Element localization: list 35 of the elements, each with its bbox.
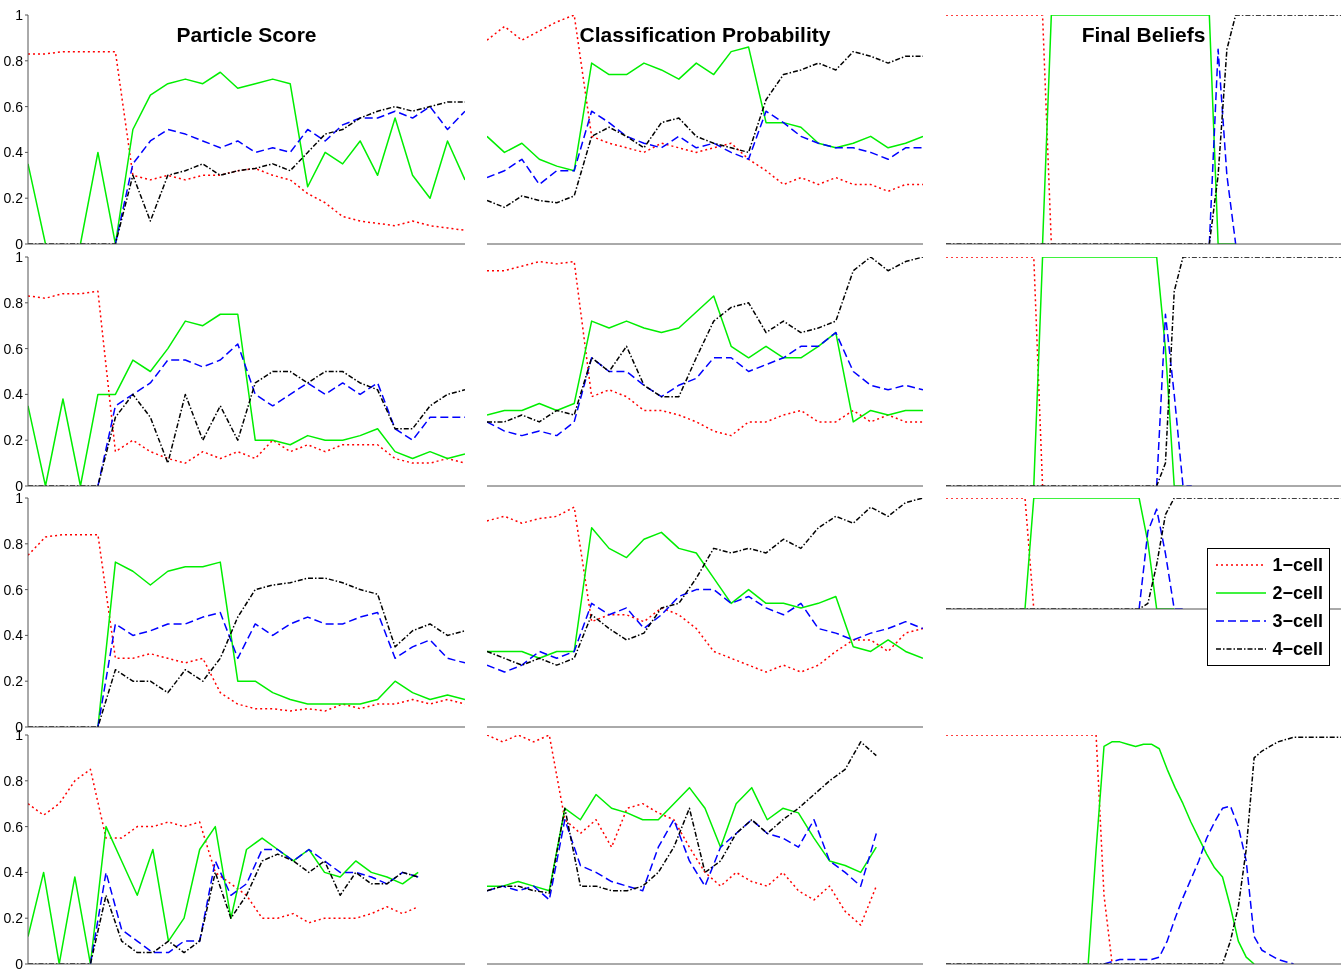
chart-title: Particle Score [175,23,318,47]
line-series [28,533,465,712]
y-tick-label: 0.8 [3,52,24,69]
y-tick-label: 0.8 [3,294,24,311]
legend-label: 2−cell [1272,582,1323,604]
y-tick-label: 0 [15,477,24,494]
y-tick-label: 0 [15,955,24,971]
y-tick-label: 0.8 [3,772,24,789]
chart-title: Classification Probability [578,23,832,47]
y-tick-label: 0.2 [3,432,24,449]
legend-label: 1−cell [1272,554,1323,576]
y-tick-label: 1 [15,6,24,23]
y-tick-label: 0.6 [3,818,24,835]
y-tick-label: 0.6 [3,340,24,357]
line-series [28,768,419,924]
line-series [97,561,465,727]
y-tick-label: 0.2 [3,673,24,690]
y-tick-label: 0.2 [3,190,24,207]
y-tick-label: 0.4 [3,627,24,644]
line-series [97,611,465,727]
chart-title: Final Beliefs [1080,23,1207,47]
y-tick-label: 0.6 [3,581,24,598]
line-series [28,290,465,464]
y-tick-label: 0.4 [3,864,24,881]
line-series [97,343,465,486]
y-tick-label: 0.2 [3,910,24,927]
y-tick-label: 0.4 [3,144,24,161]
legend-label: 4−cell [1272,638,1323,660]
y-tick-label: 0.6 [3,98,24,115]
y-tick-label: 0.4 [3,386,24,403]
y-tick-label: 0.8 [3,535,24,552]
legend-label: 3−cell [1272,610,1323,632]
line-series [28,50,465,232]
line-series [28,825,419,964]
line-series [114,105,465,244]
